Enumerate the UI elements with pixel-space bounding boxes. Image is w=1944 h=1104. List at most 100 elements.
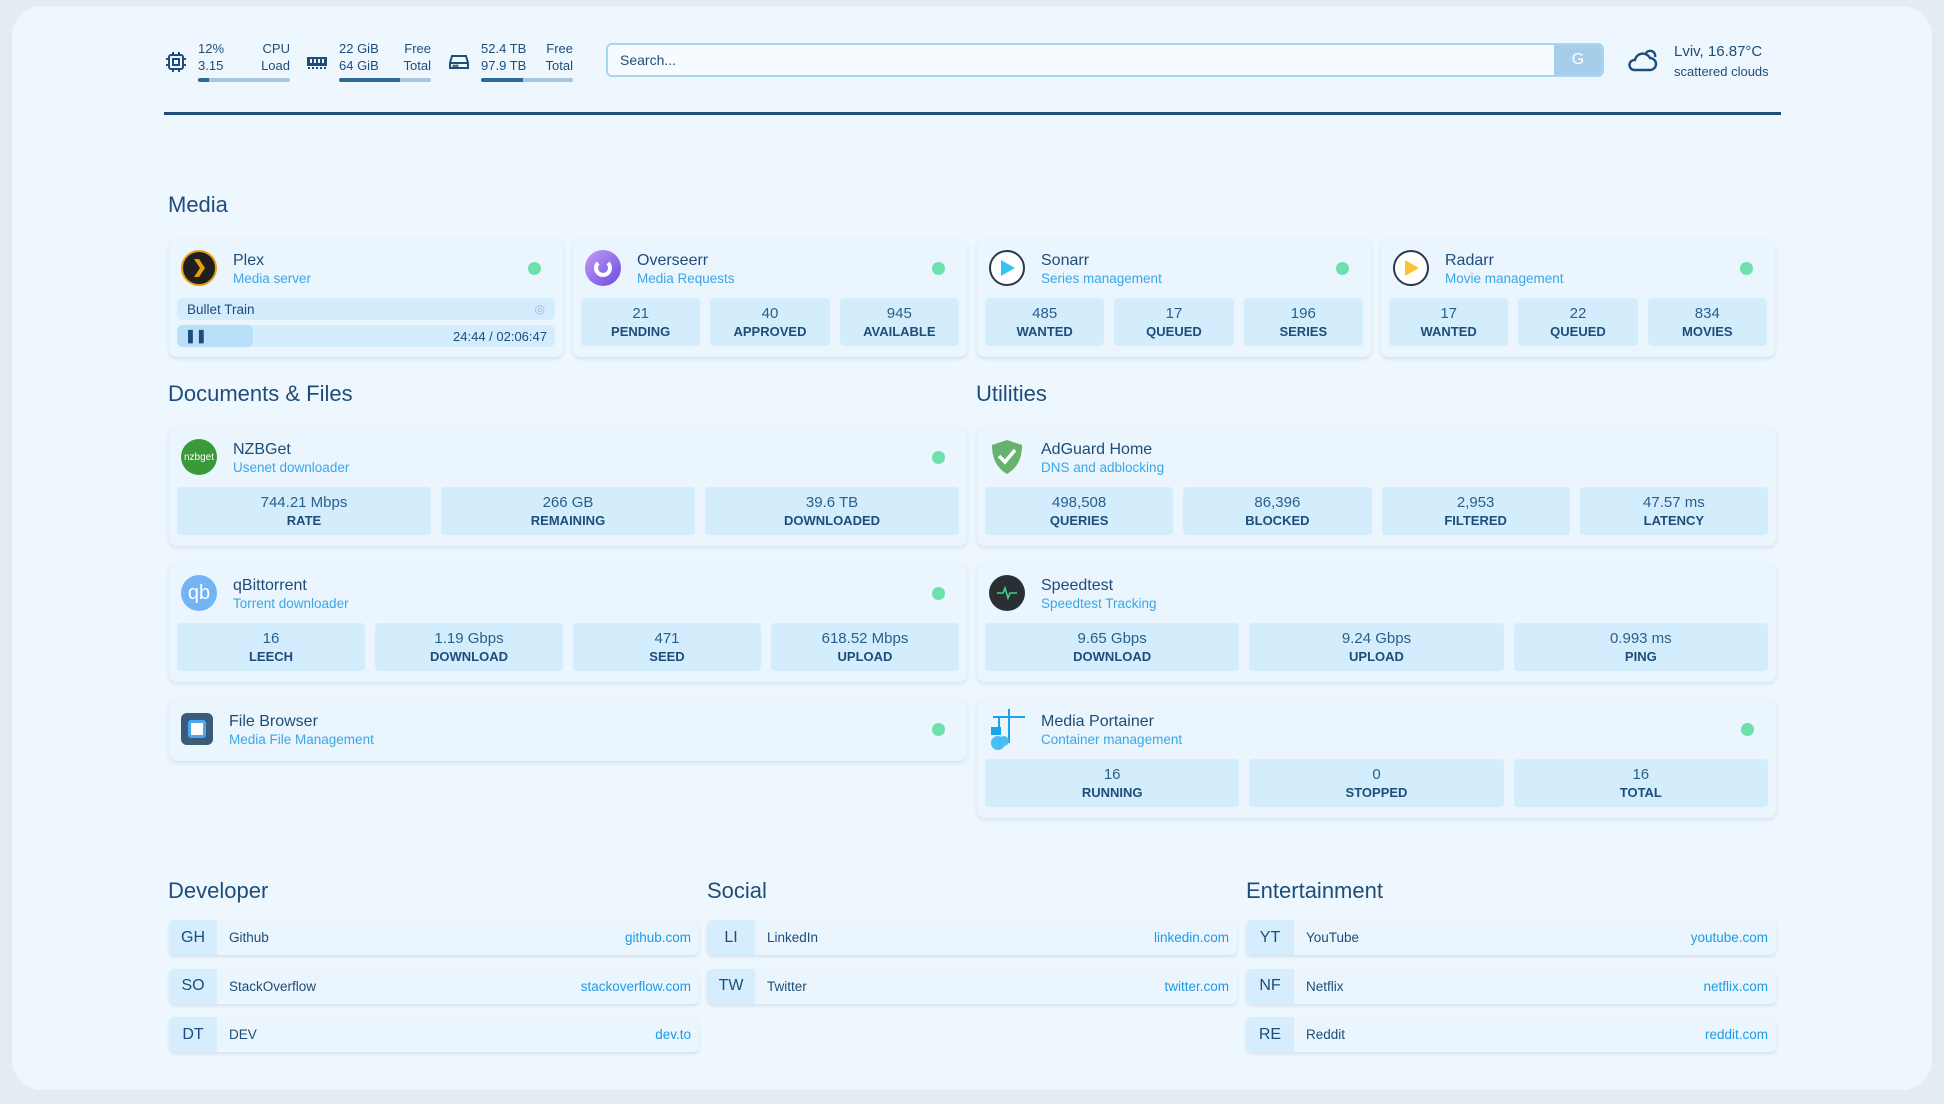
card-subtitle: Movie management <box>1445 270 1564 286</box>
stat-queued: 17 QUEUED <box>1114 298 1234 346</box>
search-input[interactable] <box>608 52 1554 68</box>
status-indicator <box>932 262 945 275</box>
bookmark-abbr: GH <box>169 920 217 955</box>
portainer-card[interactable]: Media Portainer Container management 16 RUN… <box>977 699 1776 818</box>
bookmark-abbr: LI <box>707 920 755 955</box>
settings-icon[interactable]: ◎ <box>534 302 545 316</box>
stat-blocked: 86,396 BLOCKED <box>1183 487 1372 535</box>
card-subtitle: Media server <box>233 270 312 286</box>
free-label: Free <box>404 41 431 56</box>
bookmark-url[interactable]: youtube.com <box>1690 930 1768 945</box>
stat-value: 1.19 Gbps <box>434 630 504 647</box>
bookmark-dev[interactable]: DT DEV dev.to <box>169 1017 699 1052</box>
stat-value: 16 <box>262 630 280 647</box>
stat-label: QUERIES <box>1049 513 1109 528</box>
section-title-media: Media <box>168 192 228 217</box>
plex-card[interactable]: Plex Media server Bullet Train ◎ ❚❚ 24:44 /… <box>169 238 563 357</box>
section-title-entertainment: Entertainment <box>1246 878 1383 903</box>
bookmark-name: Github <box>229 930 269 945</box>
stat-ping: 0.993 ms PING <box>1513 623 1768 671</box>
status-indicator <box>932 587 945 600</box>
stat-label: UPLOAD <box>1349 649 1404 664</box>
stat-available: 945 AVAILABLE <box>839 298 959 346</box>
status-indicator <box>1740 262 1753 275</box>
cpu-icon <box>164 50 188 74</box>
search-provider-button[interactable]: G <box>1554 45 1602 75</box>
bookmark-github[interactable]: GH Github github.com <box>169 920 699 955</box>
stat-value: 945 <box>886 305 912 322</box>
bookmark-url[interactable]: github.com <box>624 930 691 945</box>
stat-wanted: 485 WANTED <box>985 298 1105 346</box>
stat-label: QUEUED <box>1550 324 1606 339</box>
cpu-widget: 12% CPU 3.15 Load <box>164 40 290 82</box>
card-subtitle: Media Requests <box>637 270 735 286</box>
bookmark-youtube[interactable]: YT YouTube youtube.com <box>1246 920 1776 955</box>
playback-progress[interactable]: ❚❚ 24:44 / 02:06:47 <box>177 325 555 347</box>
bookmark-stackoverflow[interactable]: SO StackOverflow stackoverflow.com <box>169 968 699 1004</box>
bookmark-twitter[interactable]: TW Twitter twitter.com <box>707 968 1237 1004</box>
bookmark-url[interactable]: dev.to <box>655 1027 691 1042</box>
stat-upload: 9.24 Gbps UPLOAD <box>1249 623 1504 671</box>
speedtest-card[interactable]: Speedtest Speedtest Tracking 9.65 Gbps DOWN… <box>977 563 1776 682</box>
now-playing: Bullet Train ◎ <box>177 298 555 320</box>
stat-label: DOWNLOADED <box>783 513 881 528</box>
stat-value: 744.21 Mbps <box>260 494 348 511</box>
stat-label: LEECH <box>248 649 294 664</box>
stat-value: 39.6 TB <box>805 494 859 511</box>
bookmark-netflix[interactable]: NF Netflix netflix.com <box>1246 968 1776 1004</box>
speedtest-logo-icon <box>989 575 1025 611</box>
nzbget-logo-icon: nzbget <box>181 439 217 475</box>
bookmark-linkedin[interactable]: LI LinkedIn linkedin.com <box>707 920 1237 955</box>
stat-label: REMAINING <box>530 513 606 528</box>
stat-queries: 498,508 QUERIES <box>985 487 1174 535</box>
dashboard-panel <box>12 6 1932 1090</box>
weather-description: scattered clouds <box>1674 64 1769 79</box>
card-subtitle: Container management <box>1041 731 1183 747</box>
card-title: Overseerr <box>637 251 709 269</box>
bookmark-url[interactable]: reddit.com <box>1704 1027 1768 1042</box>
disk-widget: 52.4 TB Free 97.9 TB Total <box>447 40 573 82</box>
card-title: File Browser <box>229 712 318 730</box>
memory-free: 22 GiB <box>339 41 379 56</box>
stat-value: 196 <box>1290 305 1316 322</box>
playback-progress-fill <box>177 325 253 347</box>
overseerr-card[interactable]: Overseerr Media Requests 21 PENDING 40 APPROV… <box>573 238 967 357</box>
radarr-card[interactable]: Radarr Movie management 17 WANTED 22 QUEUED 83… <box>1381 238 1775 357</box>
bookmark-url[interactable]: twitter.com <box>1164 978 1229 994</box>
status-indicator <box>932 723 945 736</box>
status-indicator <box>528 262 541 275</box>
qbittorrent-card[interactable]: qb qBittorrent Torrent downloader 16 LEECH 1.… <box>169 563 967 682</box>
section-title-social: Social <box>707 878 767 903</box>
stat-value: 17 <box>1165 305 1183 322</box>
stat-label: WANTED <box>1016 324 1073 339</box>
stat-value: 16 <box>1103 766 1121 783</box>
card-title: NZBGet <box>233 440 291 458</box>
bookmark-url[interactable]: linkedin.com <box>1153 930 1229 945</box>
weather-location: Lviv, 16.87°C <box>1674 43 1763 60</box>
stat-label: APPROVED <box>733 324 807 339</box>
memory-bar-fill <box>339 78 400 82</box>
stat-value: 0 <box>1372 766 1381 783</box>
sonarr-card[interactable]: Sonarr Series management 485 WANTED 17 QUEUED… <box>977 238 1371 357</box>
bookmark-name: LinkedIn <box>767 930 819 945</box>
disk-free: 52.4 TB <box>481 41 527 56</box>
stat-latency: 47.57 ms LATENCY <box>1579 487 1768 535</box>
nzbget-card[interactable]: nzbget NZBGet Usenet downloader 744.21 Mbps… <box>169 427 967 546</box>
filebrowser-card[interactable]: File Browser Media File Management <box>169 699 967 761</box>
stat-filtered: 2,953 FILTERED <box>1381 487 1570 535</box>
stat-value: 40 <box>761 305 779 322</box>
bookmark-url[interactable]: netflix.com <box>1703 978 1768 994</box>
now-playing-title: Bullet Train <box>187 301 255 317</box>
stat-label: FILTERED <box>1444 513 1507 528</box>
adguard-card[interactable]: AdGuard Home DNS and adblocking 498,508 QUE… <box>977 427 1776 546</box>
stat-approved: 40 APPROVED <box>710 298 830 346</box>
weather-widget: Lviv, 16.87°C scattered clouds <box>1626 42 1769 82</box>
bookmark-abbr: YT <box>1246 920 1294 955</box>
cpu-label: CPU <box>262 41 290 56</box>
pause-icon[interactable]: ❚❚ <box>185 328 207 343</box>
bookmark-reddit[interactable]: RE Reddit reddit.com <box>1246 1017 1776 1052</box>
bookmark-url[interactable]: stackoverflow.com <box>580 978 691 994</box>
total-label: Total <box>403 58 431 73</box>
memory-widget: 22 GiB Free 64 GiB Total <box>305 40 431 82</box>
stat-leech: 16 LEECH <box>177 623 365 671</box>
